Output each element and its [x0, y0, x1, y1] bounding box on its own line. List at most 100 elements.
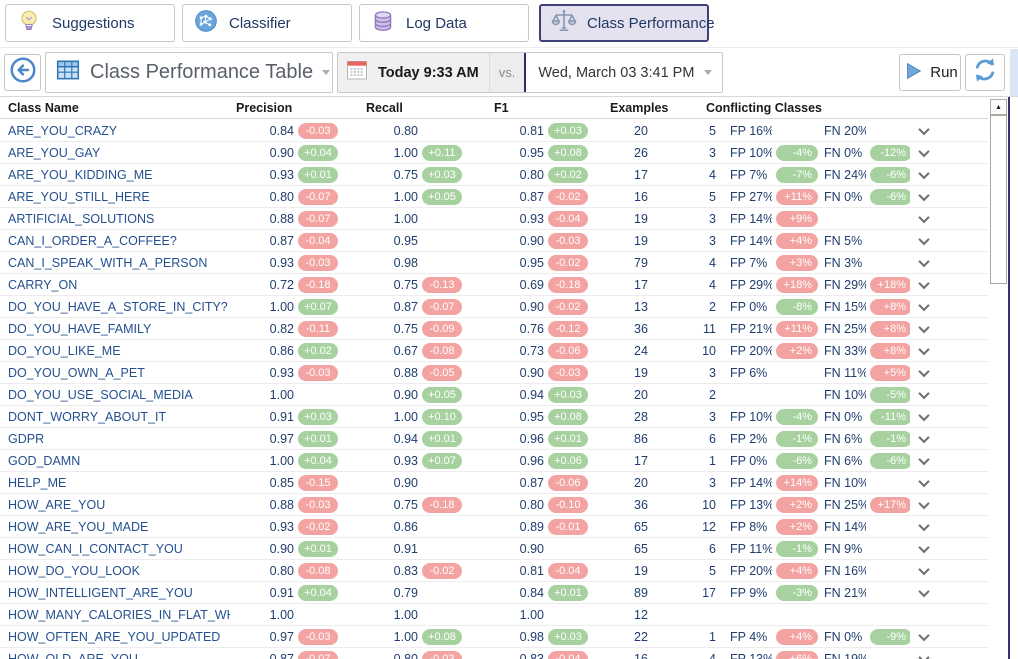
chevron-down-icon[interactable] — [918, 651, 930, 659]
chevron-down-icon[interactable] — [918, 409, 930, 421]
class-name-cell: HOW_MANY_CALORIES_IN_FLAT_WHITE — [8, 607, 230, 622]
conflict-count: 12 — [702, 519, 716, 534]
conflict-count — [672, 604, 716, 625]
table-row[interactable]: ARE_YOU_CRAZY 0.84 -0.03 0.80 0.81 +0.03… — [0, 120, 988, 142]
date-right-picker[interactable]: Wed, March 03 3:41 PM — [526, 53, 723, 92]
table-row[interactable]: HOW_MANY_CALORIES_IN_FLAT_WHITE 1.00 1.0… — [0, 604, 988, 626]
column-header-precision[interactable]: Precision — [236, 101, 293, 115]
chevron-down-icon[interactable] — [918, 167, 930, 179]
class-name-cell: HOW_OLD_ARE_YOU — [8, 651, 138, 659]
conflict-count: 2 — [709, 387, 716, 402]
table-row[interactable]: DO_YOU_HAVE_A_STORE_IN_CITY? 1.00 +0.07 … — [0, 296, 988, 318]
class-name-cell: ARTIFICIAL_SOLUTIONS — [8, 211, 155, 226]
chevron-down-icon[interactable] — [918, 343, 930, 355]
tab-suggestions[interactable]: Suggestions — [5, 4, 175, 42]
f1-delta-badge: -0.10 — [548, 496, 588, 513]
chevron-down-icon[interactable] — [918, 365, 930, 377]
table-row[interactable]: ARE_YOU_GAY 0.90 +0.04 1.00 +0.11 0.95 +… — [0, 142, 988, 164]
back-button[interactable] — [4, 54, 41, 91]
table-row[interactable]: ARTIFICIAL_SOLUTIONS 0.88 -0.07 1.00 0.9… — [0, 208, 988, 230]
run-button[interactable]: Run — [899, 54, 961, 91]
chevron-down-icon[interactable] — [918, 211, 930, 223]
chevron-down-icon[interactable] — [918, 585, 930, 597]
precision-value: 0.87 — [269, 651, 294, 659]
false-negative-rate: FN 11% — [824, 365, 866, 380]
column-header-examples[interactable]: Examples — [610, 101, 669, 115]
table-row[interactable]: CARRY_ON 0.72 -0.18 0.75 -0.13 0.69 -0.1… — [0, 274, 988, 296]
precision-delta-badge: -0.04 — [298, 232, 338, 249]
column-header-recall[interactable]: Recall — [366, 101, 403, 115]
chevron-down-icon[interactable] — [918, 497, 930, 509]
tab-log-data[interactable]: Log Data — [359, 4, 529, 42]
tab-class-performance[interactable]: Class Performance — [539, 4, 715, 42]
false-negative-rate: FN 3% — [824, 255, 863, 270]
view-selector-dropdown[interactable]: Class Performance Table — [45, 52, 333, 93]
f1-value: 1.00 — [519, 607, 544, 622]
class-name-cell: HOW_INTELLIGENT_ARE_YOU — [8, 585, 193, 600]
refresh-button[interactable] — [965, 54, 1005, 91]
class-name-cell: DO_YOU_OWN_A_PET — [8, 365, 145, 380]
table-row[interactable]: HOW_DO_YOU_LOOK 0.80 -0.08 0.83 -0.02 0.… — [0, 560, 988, 582]
chevron-down-icon[interactable] — [918, 123, 930, 135]
chevron-down-icon[interactable] — [918, 321, 930, 333]
false-negative-rate: FN 6% — [824, 431, 863, 446]
chevron-down-icon[interactable] — [918, 541, 930, 553]
scroll-up-button[interactable]: ▲ — [990, 99, 1007, 115]
scrollbar-thumb[interactable] — [990, 115, 1007, 284]
precision-value: 1.00 — [269, 453, 294, 468]
table-row[interactable]: ARE_YOU_KIDDING_ME 0.93 +0.01 0.75 +0.03… — [0, 164, 988, 186]
chevron-down-icon[interactable] — [918, 387, 930, 399]
table-row[interactable]: DO_YOU_HAVE_FAMILY 0.82 -0.11 0.75 -0.09… — [0, 318, 988, 340]
recall-value: 0.75 — [393, 167, 418, 182]
table-row[interactable]: HOW_ARE_YOU_MADE 0.93 -0.02 0.86 0.89 -0… — [0, 516, 988, 538]
table-row[interactable]: CAN_I_SPEAK_WITH_A_PERSON 0.93 -0.03 0.9… — [0, 252, 988, 274]
tab-classifier[interactable]: Classifier — [182, 4, 352, 42]
chevron-down-icon[interactable] — [918, 145, 930, 157]
chevron-down-icon[interactable] — [918, 519, 930, 531]
date-left-value[interactable]: Today 9:33 AM — [376, 53, 489, 92]
table-row[interactable]: GOD_DAMN 1.00 +0.04 0.93 +0.07 0.96 +0.0… — [0, 450, 988, 472]
fp-delta-badge: -3% — [776, 584, 818, 601]
table-icon — [55, 57, 81, 88]
column-header-conflicting-classes[interactable]: Conflicting Classes — [706, 101, 822, 115]
precision-delta-badge: +0.01 — [298, 430, 338, 447]
table-row[interactable]: GDPR 0.97 +0.01 0.94 +0.01 0.96 +0.01 86… — [0, 428, 988, 450]
table-header-row: Class Name Precision Recall F1 Examples … — [0, 98, 988, 119]
table-row[interactable]: HOW_INTELLIGENT_ARE_YOU 0.91 +0.04 0.79 … — [0, 582, 988, 604]
table-row[interactable]: HELP_ME 0.85 -0.15 0.90 0.87 -0.06 20 3 … — [0, 472, 988, 494]
table-row[interactable]: DO_YOU_USE_SOCIAL_MEDIA 1.00 0.90 +0.05 … — [0, 384, 988, 406]
chevron-down-icon[interactable] — [918, 299, 930, 311]
table-row[interactable]: DONT_WORRY_ABOUT_IT 0.91 +0.03 1.00 +0.1… — [0, 406, 988, 428]
date-left-picker[interactable] — [338, 53, 376, 92]
fn-delta-badge: -6% — [870, 166, 910, 183]
table-row[interactable]: HOW_ARE_YOU 0.88 -0.03 0.75 -0.18 0.80 -… — [0, 494, 988, 516]
column-header-f1[interactable]: F1 — [494, 101, 509, 115]
f1-value: 0.90 — [519, 299, 544, 314]
chevron-down-icon[interactable] — [918, 629, 930, 641]
recall-value: 1.00 — [393, 211, 418, 226]
chevron-down-icon[interactable] — [918, 189, 930, 201]
vs-label: vs. — [488, 53, 525, 92]
precision-value: 0.93 — [269, 519, 294, 534]
false-negative-rate: FN 0% — [824, 409, 863, 424]
table-row[interactable]: HOW_OFTEN_ARE_YOU_UPDATED 0.97 -0.03 1.0… — [0, 626, 988, 648]
f1-delta-badge: -0.02 — [548, 254, 588, 271]
table-row[interactable]: HOW_CAN_I_CONTACT_YOU 0.90 +0.01 0.91 0.… — [0, 538, 988, 560]
false-positive-rate: FP 14% — [730, 233, 772, 248]
column-header-class-name[interactable]: Class Name — [8, 101, 79, 115]
false-positive-rate: FP 4% — [730, 629, 768, 644]
chevron-down-icon[interactable] — [918, 563, 930, 575]
vertical-scrollbar[interactable]: ▲ — [990, 99, 1007, 659]
table-row[interactable]: DO_YOU_LIKE_ME 0.86 +0.02 0.67 -0.08 0.7… — [0, 340, 988, 362]
table-row[interactable]: CAN_I_ORDER_A_COFFEE? 0.87 -0.04 0.95 0.… — [0, 230, 988, 252]
table-row[interactable]: HOW_OLD_ARE_YOU 0.87 -0.07 0.80 -0.03 0.… — [0, 648, 988, 659]
chevron-down-icon[interactable] — [918, 233, 930, 245]
chevron-down-icon[interactable] — [918, 277, 930, 289]
chevron-down-icon[interactable] — [918, 431, 930, 443]
table-row[interactable]: ARE_YOU_STILL_HERE 0.80 -0.07 1.00 +0.05… — [0, 186, 988, 208]
chevron-down-icon[interactable] — [918, 453, 930, 465]
chevron-down-icon[interactable] — [918, 255, 930, 267]
chevron-down-icon[interactable] — [918, 475, 930, 487]
false-negative-rate: FN 10% — [824, 387, 866, 402]
table-row[interactable]: DO_YOU_OWN_A_PET 0.93 -0.03 0.88 -0.05 0… — [0, 362, 988, 384]
